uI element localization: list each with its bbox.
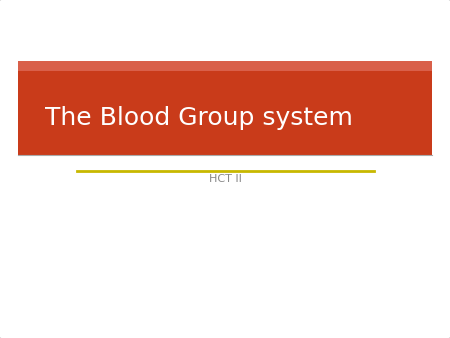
Text: The Blood Group system: The Blood Group system bbox=[45, 106, 353, 130]
Text: HCT II: HCT II bbox=[208, 174, 242, 184]
